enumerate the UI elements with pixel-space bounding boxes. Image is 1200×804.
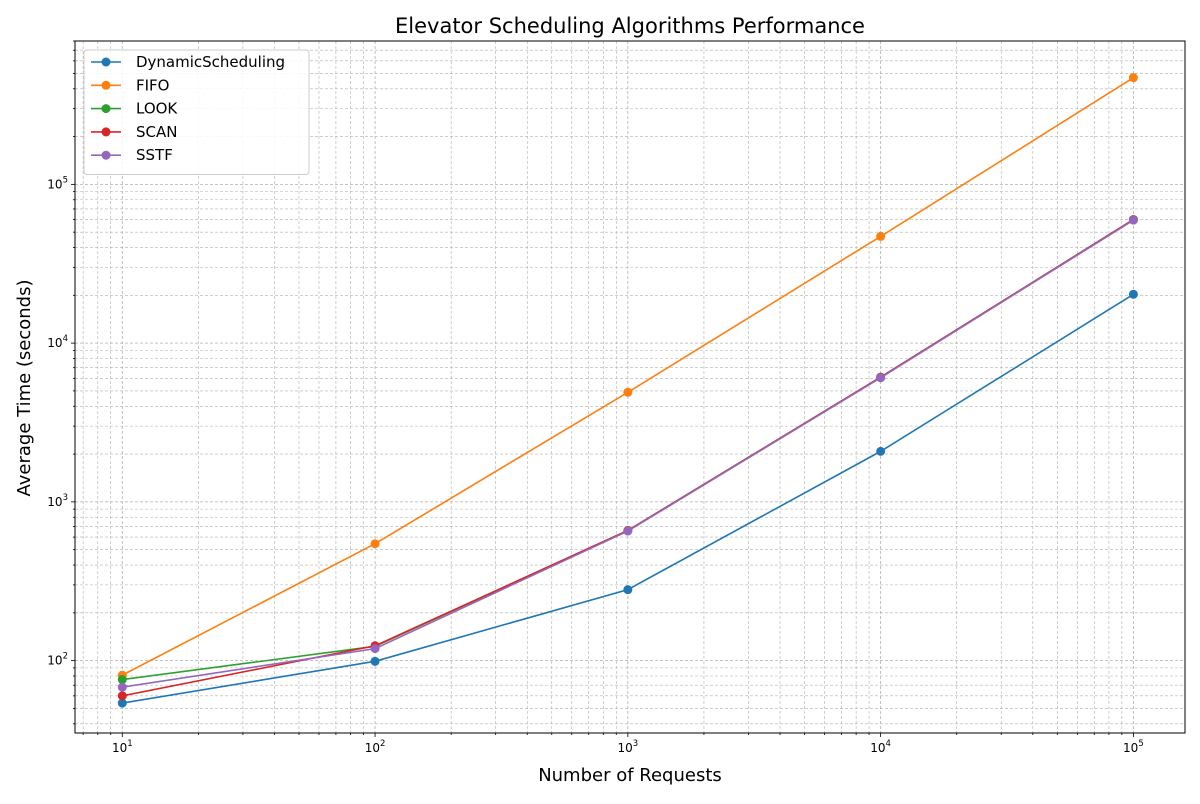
x-tick-label: 104 — [870, 739, 891, 755]
x-axis-label: Number of Requests — [538, 765, 722, 786]
data-point-sstf — [623, 526, 633, 536]
data-point-fifo — [623, 387, 633, 397]
axis-ticks: 101 102 103 104 105 102 103 104 105 — [47, 40, 1144, 755]
legend-label: SCAN — [136, 123, 177, 141]
data-point-dynamicscheduling — [370, 656, 380, 666]
legend-marker — [101, 150, 111, 160]
x-tick-label: 103 — [617, 739, 638, 755]
data-point-fifo — [1128, 73, 1138, 83]
data-point-dynamicscheduling — [876, 446, 886, 456]
series-dynamicscheduling — [117, 289, 1138, 708]
legend-label: SSTF — [136, 146, 173, 164]
legend-item-scan: SCAN — [91, 123, 177, 141]
data-point-sstf — [117, 682, 127, 692]
legend-item-dynamicscheduling: DynamicScheduling — [91, 53, 285, 71]
data-point-fifo — [370, 539, 380, 549]
data-point-dynamicscheduling — [1128, 289, 1138, 299]
legend: DynamicScheduling FIFO LOOK SCAN SSTF — [83, 49, 310, 175]
data-point-sstf — [370, 644, 380, 654]
data-point-look — [117, 675, 127, 685]
legend-marker — [101, 80, 111, 90]
legend-marker — [101, 57, 111, 67]
series-layer — [117, 73, 1138, 708]
data-point-scan — [117, 691, 127, 701]
legend-marker — [101, 104, 111, 114]
legend-label: DynamicScheduling — [136, 53, 285, 71]
legend-label: LOOK — [136, 100, 178, 118]
legend-item-fifo: FIFO — [91, 76, 170, 94]
y-tick-label: 104 — [47, 334, 68, 350]
data-point-sstf — [876, 373, 886, 383]
legend-marker — [101, 127, 111, 137]
legend-item-sstf: SSTF — [91, 146, 173, 164]
y-tick-label: 103 — [47, 493, 68, 509]
y-axis-label: Average Time (seconds) — [14, 279, 35, 496]
plot-frame — [74, 40, 1186, 734]
y-tick-label: 105 — [47, 175, 68, 191]
x-tick-label: 101 — [112, 739, 133, 755]
data-point-sstf — [1128, 215, 1138, 225]
x-tick-label: 102 — [365, 739, 386, 755]
series-sstf — [117, 215, 1138, 692]
y-tick-label: 102 — [47, 652, 68, 668]
data-point-fifo — [876, 231, 886, 241]
x-tick-label: 105 — [1123, 739, 1144, 755]
legend-label: FIFO — [136, 76, 170, 94]
data-point-dynamicscheduling — [623, 585, 633, 595]
legend-item-look: LOOK — [91, 100, 178, 118]
data-point-dynamicscheduling — [117, 698, 127, 708]
chart-title: Elevator Scheduling Algorithms Performan… — [395, 14, 865, 38]
legend-box — [83, 49, 310, 175]
